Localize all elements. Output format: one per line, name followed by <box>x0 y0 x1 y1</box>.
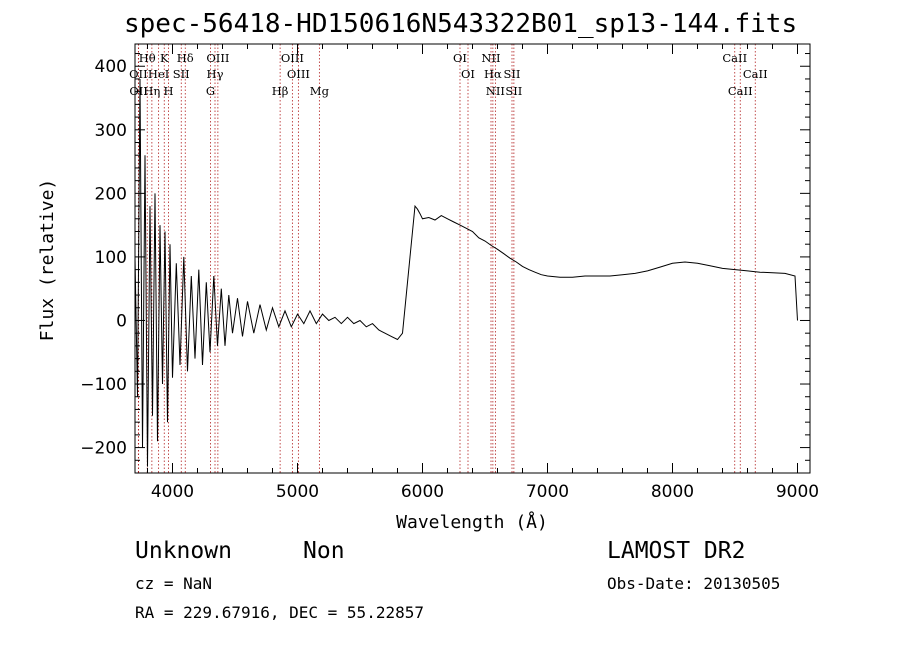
survey-name: LAMOST DR2 <box>607 538 746 564</box>
spectrum-line <box>134 78 798 467</box>
coordinates: RA = 229.67916, DEC = 55.22857 <box>135 603 424 622</box>
spectral-line-label: H <box>163 84 173 98</box>
x-tick-label: 9000 <box>776 482 819 502</box>
spectral-line-label: Hθ <box>139 51 156 65</box>
spectral-line-label: OIII <box>287 67 310 81</box>
x-tick-label: 5000 <box>276 482 319 502</box>
spectrum-series <box>134 78 798 467</box>
spectral-line-label: CaII <box>728 84 753 98</box>
spectral-line-label: OI <box>461 67 475 81</box>
spectral-line-label: Mg <box>310 84 330 98</box>
spectral-line-label: OIII <box>206 51 229 65</box>
y-tick-label: 400 <box>95 57 127 77</box>
axis-ticks <box>135 44 810 474</box>
spectral-line-markers <box>137 44 756 473</box>
x-tick-label: 8000 <box>651 482 694 502</box>
spectral-line-label: CaII <box>743 67 768 81</box>
spectral-line-label: G <box>206 84 215 98</box>
spectral-line-label: OI <box>453 51 467 65</box>
x-axis-label: Wavelength (Å) <box>396 511 548 533</box>
plot-frame <box>134 43 811 474</box>
x-tick-label: 4000 <box>151 482 194 502</box>
spectral-line-label: OII <box>129 84 148 98</box>
object-subclass: Non <box>303 538 345 564</box>
spectral-line-label: Hγ <box>207 67 224 81</box>
spectral-line-label: K <box>160 51 169 65</box>
chart-title: spec-56418-HD150616N543322B01_sp13-144.f… <box>124 9 798 39</box>
observation-date: Obs-Date: 20130505 <box>607 574 781 593</box>
spectral-line-labels: Hθ K Hδ OIII OIII OI NII CaII OII HeI SII Hγ OIII OI H… <box>129 51 768 98</box>
spectral-line-label: OII <box>129 67 148 81</box>
y-axis-label: Flux (relative) <box>37 179 58 342</box>
object-class: Unknown <box>135 538 232 564</box>
spectral-line-label: Hδ <box>177 51 194 65</box>
x-tick-label: 7000 <box>526 482 569 502</box>
y-tick-label: 300 <box>95 121 127 141</box>
y-tick-label: 100 <box>95 248 127 268</box>
spectral-line-label: Hη <box>143 84 160 98</box>
y-tick-label: −200 <box>80 439 127 459</box>
axis-tick-labels: 4000 5000 6000 7000 8000 9000 −200 −100 0 100 200 3… <box>80 57 819 502</box>
spectral-line-label: NII <box>486 84 505 98</box>
y-tick-label: 200 <box>95 184 127 204</box>
y-tick-label: −100 <box>80 375 127 395</box>
redshift-cz: cz = NaN <box>135 574 213 593</box>
y-tick-label: 0 <box>116 311 127 331</box>
x-tick-label: 6000 <box>401 482 444 502</box>
spectral-line-label: OIII <box>281 51 304 65</box>
spectral-line-label: SII <box>504 67 521 81</box>
spectral-line-label: CaII <box>722 51 747 65</box>
spectral-line-label: Hβ <box>272 84 289 98</box>
spectral-line-label: SII <box>505 84 522 98</box>
spectral-line-label: HeI <box>148 67 169 81</box>
spectral-line-label: Hα <box>484 67 502 81</box>
spectral-line-label: SII <box>173 67 190 81</box>
spectral-line-label: NII <box>481 51 500 65</box>
